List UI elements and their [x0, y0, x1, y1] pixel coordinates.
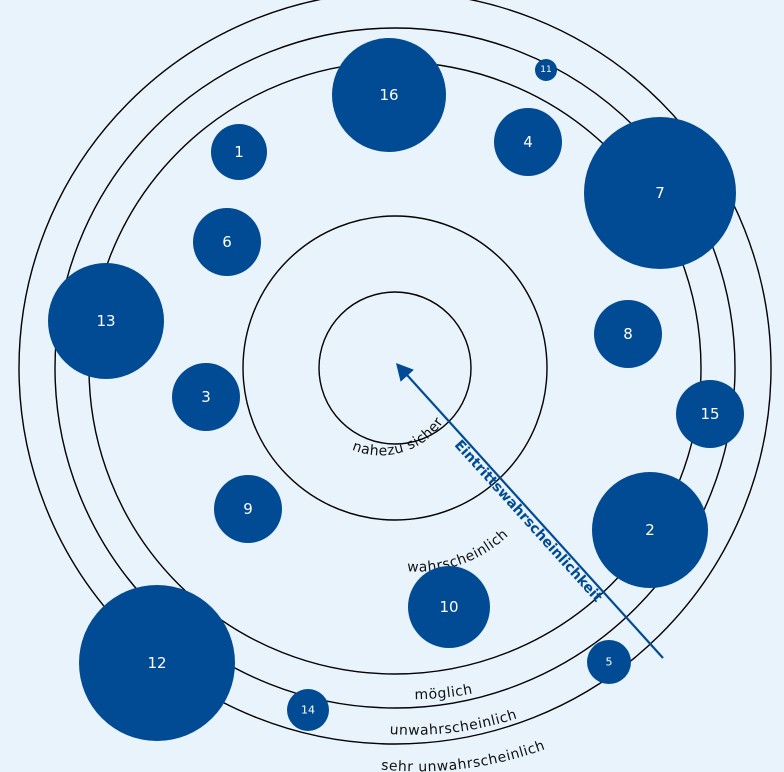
ring-label-unwahrscheinlich: unwahrscheinlich: [389, 707, 519, 739]
risk-bubble-3: 3: [172, 363, 240, 431]
ring-label-moeglich: möglich: [414, 681, 474, 703]
ring-unwahrscheinlich: [54, 27, 736, 709]
ring-wahrscheinlich: [242, 215, 548, 521]
svg-text:1: 1: [234, 143, 244, 161]
risk-bubble-13: 13: [48, 263, 164, 379]
svg-text:4: 4: [523, 133, 533, 151]
risk-bubble-10: 10: [408, 566, 490, 648]
risk-bubble-9: 9: [214, 475, 282, 543]
svg-text:5: 5: [606, 656, 613, 669]
ring-nahezu-sicher: [318, 291, 472, 445]
svg-text:6: 6: [222, 233, 232, 251]
svg-text:11: 11: [540, 65, 551, 75]
svg-text:12: 12: [147, 654, 166, 672]
svg-text:8: 8: [623, 325, 633, 343]
risk-bubble-16: 16: [332, 38, 446, 152]
svg-text:7: 7: [655, 184, 665, 202]
probability-axis-line: [406, 374, 664, 659]
svg-text:2: 2: [645, 521, 655, 539]
risk-bubble-1: 1: [211, 124, 267, 180]
svg-text:15: 15: [700, 405, 719, 423]
risk-bubble-4: 4: [494, 108, 562, 176]
risk-bubble-6: 6: [193, 208, 261, 276]
risk-bubble-8: 8: [594, 300, 662, 368]
ring-label-sehr-unwahrscheinlich: sehr unwahrscheinlich: [381, 738, 548, 772]
risk-bubble-12: 12: [79, 585, 235, 741]
risk-bubble-15: 15: [676, 380, 744, 448]
ring-sehr-unwahrscheinlich: [18, 0, 772, 745]
svg-text:13: 13: [96, 312, 115, 330]
risk-bubble-11: 11: [535, 59, 557, 81]
risk-bubble-5: 5: [587, 640, 631, 684]
svg-text:16: 16: [379, 86, 398, 104]
svg-text:9: 9: [243, 500, 253, 518]
risk-bubble-2: 2: [592, 472, 708, 588]
probability-axis-arrowhead: [396, 363, 414, 382]
svg-text:14: 14: [301, 704, 315, 717]
svg-text:3: 3: [201, 388, 211, 406]
svg-text:10: 10: [439, 598, 458, 616]
risk-bubble-7: 7: [584, 117, 736, 269]
risk-bubble-14: 14: [287, 689, 329, 731]
